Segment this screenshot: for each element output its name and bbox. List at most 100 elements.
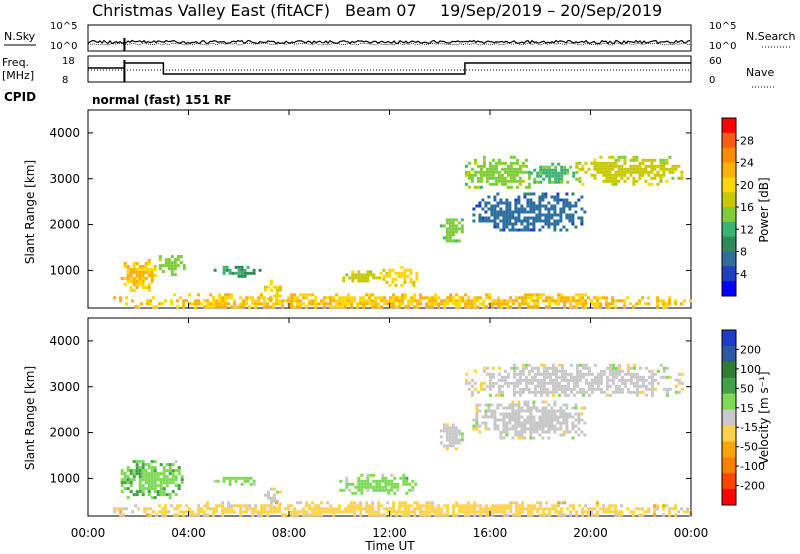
data-cell [508, 213, 512, 217]
data-cell [260, 296, 264, 300]
data-cell [494, 299, 498, 303]
data-cell [521, 387, 525, 391]
data-cell [514, 210, 518, 214]
data-cell [446, 504, 450, 508]
data-cell [131, 299, 135, 303]
data-cell [554, 366, 558, 370]
data-cell [659, 164, 663, 168]
data-cell [409, 268, 413, 272]
data-cell [662, 170, 666, 174]
data-cell [394, 271, 398, 275]
data-cell [467, 296, 471, 300]
data-cell [230, 296, 234, 300]
data-cell [144, 487, 148, 491]
data-cell [263, 510, 267, 514]
colorbar-tick-label: 200 [740, 343, 761, 356]
data-cell [686, 510, 690, 514]
data-cell [539, 180, 543, 184]
data-cell [500, 510, 504, 514]
data-cell [147, 274, 151, 277]
data-cell [448, 438, 452, 442]
data-cell [674, 164, 678, 168]
data-cell [520, 204, 524, 208]
data-cell [413, 510, 417, 514]
data-cell [305, 305, 309, 309]
data-cell [518, 182, 522, 186]
data-cell [341, 302, 345, 306]
data-cell [638, 366, 642, 370]
data-cell [533, 393, 537, 397]
data-cell [224, 293, 228, 297]
data-cell [138, 475, 142, 479]
data-cell [551, 162, 555, 166]
beam-label: Beam 07 [345, 1, 417, 20]
data-cell [120, 469, 124, 473]
data-cell [572, 296, 576, 300]
data-cell [539, 363, 543, 367]
data-cell [363, 279, 367, 283]
data-cell [563, 390, 567, 394]
data-cell [482, 302, 486, 306]
data-cell [382, 277, 386, 281]
data-cell [568, 204, 572, 208]
data-cell [539, 504, 543, 508]
data-cell [578, 299, 582, 303]
data-cell [147, 490, 151, 494]
data-cell [587, 384, 591, 388]
data-cell [278, 507, 282, 511]
data-cell [527, 185, 531, 189]
data-cell [473, 387, 477, 391]
data-cell [377, 296, 381, 300]
data-cell [553, 207, 557, 211]
data-cell [584, 510, 588, 514]
data-cell [388, 283, 392, 287]
data-cell [580, 207, 584, 211]
data-cell [548, 305, 552, 309]
data-cell [596, 167, 600, 171]
data-cell [650, 170, 654, 174]
data-cell [215, 507, 219, 511]
data-cell [363, 479, 367, 483]
data-cell [512, 176, 516, 180]
data-cell [502, 213, 506, 217]
data-cell [596, 504, 600, 508]
data-cell [374, 513, 378, 517]
data-cell [538, 213, 542, 217]
data-cell [188, 302, 192, 306]
data-cell [565, 216, 569, 220]
data-cell [590, 390, 594, 394]
data-cell [171, 490, 175, 494]
data-cell [135, 286, 139, 289]
data-cell [527, 293, 531, 297]
data-cell [553, 225, 557, 229]
data-cell [446, 296, 450, 300]
data-cell [398, 296, 402, 300]
data-cell [635, 375, 639, 379]
data-cell [581, 302, 585, 306]
data-cell [544, 213, 548, 217]
data-cell [565, 412, 569, 416]
data-cell [478, 430, 482, 434]
data-cell [545, 305, 549, 309]
data-cell [517, 216, 521, 220]
data-cell [572, 305, 576, 309]
data-cell [497, 161, 501, 165]
data-cell [437, 507, 441, 511]
data-cell [638, 173, 642, 177]
data-cell [523, 228, 527, 232]
data-cell [536, 369, 540, 373]
data-cell [560, 369, 564, 373]
data-cell [164, 513, 168, 517]
data-cell [563, 369, 567, 373]
data-cell [629, 173, 633, 177]
colorbar-swatch [722, 361, 736, 379]
data-cell [509, 501, 513, 505]
data-cell [366, 485, 370, 489]
data-cell [281, 302, 285, 306]
data-cell [635, 155, 639, 159]
data-cell [481, 198, 485, 202]
data-cell [416, 501, 420, 505]
data-cell [578, 387, 582, 391]
data-cell [518, 378, 522, 382]
data-cell [557, 387, 561, 391]
